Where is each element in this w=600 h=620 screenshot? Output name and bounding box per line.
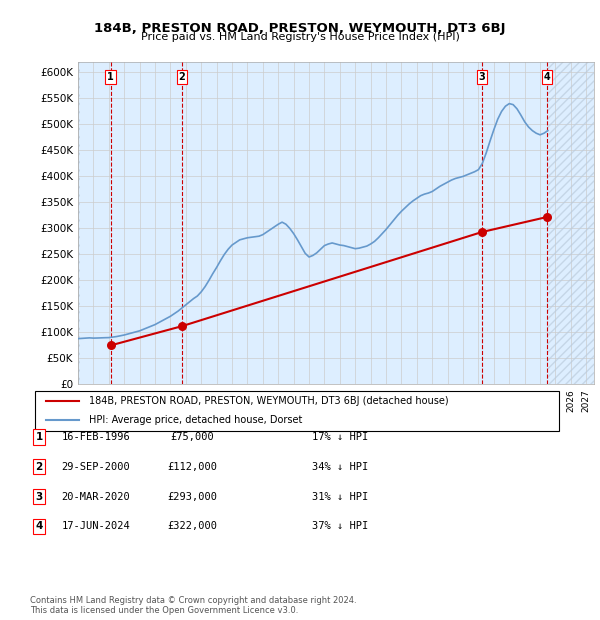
Text: 17% ↓ HPI: 17% ↓ HPI <box>312 432 368 442</box>
Text: 31% ↓ HPI: 31% ↓ HPI <box>312 492 368 502</box>
Point <box>477 227 487 237</box>
Text: 17-JUN-2024: 17-JUN-2024 <box>62 521 130 531</box>
Text: £322,000: £322,000 <box>167 521 217 531</box>
Text: 37% ↓ HPI: 37% ↓ HPI <box>312 521 368 531</box>
Text: £112,000: £112,000 <box>167 462 217 472</box>
Text: 34% ↓ HPI: 34% ↓ HPI <box>312 462 368 472</box>
Text: 20-MAR-2020: 20-MAR-2020 <box>62 492 130 502</box>
Bar <box>547 62 594 384</box>
Text: 2: 2 <box>35 462 43 472</box>
Text: 16-FEB-1996: 16-FEB-1996 <box>62 432 130 442</box>
Text: 3: 3 <box>478 72 485 82</box>
FancyBboxPatch shape <box>35 391 559 431</box>
Text: 29-SEP-2000: 29-SEP-2000 <box>62 462 130 472</box>
Bar <box>78 62 80 384</box>
Text: 2: 2 <box>179 72 185 82</box>
Text: 1: 1 <box>107 72 114 82</box>
Text: 4: 4 <box>544 72 551 82</box>
Text: 4: 4 <box>35 521 43 531</box>
Point <box>542 212 552 222</box>
Text: £75,000: £75,000 <box>170 432 214 442</box>
Text: Price paid vs. HM Land Registry's House Price Index (HPI): Price paid vs. HM Land Registry's House … <box>140 32 460 42</box>
Text: Contains HM Land Registry data © Crown copyright and database right 2024.
This d: Contains HM Land Registry data © Crown c… <box>30 596 356 615</box>
Point <box>106 340 115 350</box>
Text: 1: 1 <box>35 432 43 442</box>
Text: 3: 3 <box>35 492 43 502</box>
Text: HPI: Average price, detached house, Dorset: HPI: Average price, detached house, Dors… <box>89 415 303 425</box>
Text: £293,000: £293,000 <box>167 492 217 502</box>
Bar <box>78 62 80 384</box>
Point <box>177 321 187 331</box>
Text: 184B, PRESTON ROAD, PRESTON, WEYMOUTH, DT3 6BJ: 184B, PRESTON ROAD, PRESTON, WEYMOUTH, D… <box>94 22 506 35</box>
Text: 184B, PRESTON ROAD, PRESTON, WEYMOUTH, DT3 6BJ (detached house): 184B, PRESTON ROAD, PRESTON, WEYMOUTH, D… <box>89 396 449 405</box>
